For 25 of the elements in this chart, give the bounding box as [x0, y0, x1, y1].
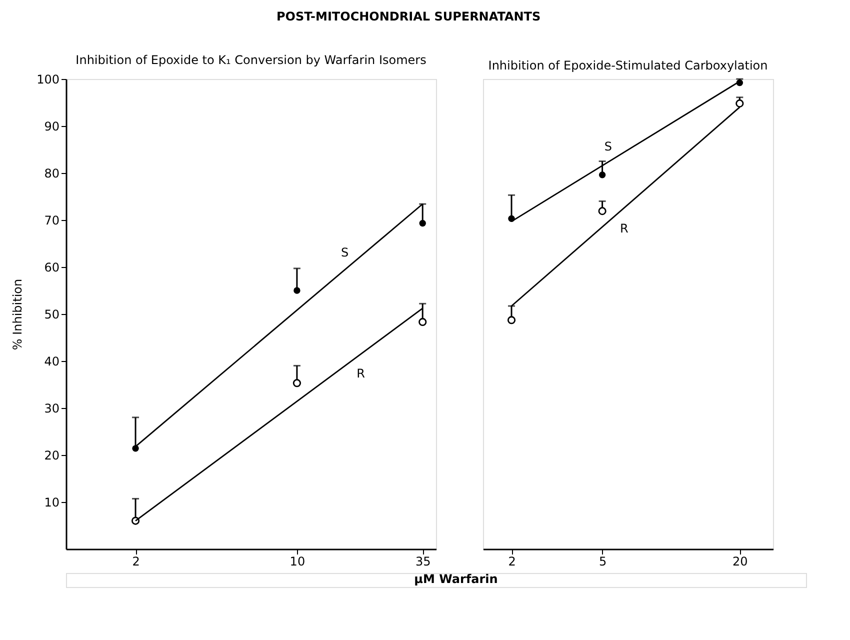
y-tick-label: 50 [44, 308, 60, 322]
series-label: R [620, 222, 628, 236]
x-axis-title: µM Warfarin [414, 572, 498, 586]
y-tick-label: 60 [44, 260, 60, 274]
x-tick-label: 2 [132, 554, 140, 568]
y-tick-label: 100 [36, 72, 60, 86]
chart-subtitle: Inhibition of Epoxide to K₁ Conversion by Warfarin Isomers [76, 53, 426, 67]
y-tick-label: 80 [44, 166, 60, 180]
y-tick-label: 70 [44, 214, 60, 228]
series-label: S [604, 139, 612, 154]
series-label: R [356, 366, 366, 380]
x-tick-label: 10 [290, 554, 306, 568]
y-tick-label: 90 [44, 120, 60, 134]
y-tick-label: 40 [44, 354, 60, 368]
y-tick-label: 10 [44, 496, 60, 510]
y-tick-label: 30 [44, 402, 60, 416]
chart-title: POST-MITOCHONDRIAL SUPERNATANTS [276, 10, 541, 24]
y-tick-label: 20 [44, 448, 60, 462]
y-axis-title: % Inhibition [10, 278, 25, 350]
x-tick-label: 2 [508, 554, 516, 568]
x-tick-label: 35 [415, 554, 431, 568]
x-tick-label: 5 [598, 554, 607, 568]
chart-subtitle: Inhibition of Epoxide-Stimulated Carboxylation [488, 58, 768, 72]
x-tick-label: 20 [732, 554, 748, 568]
series-label: S [341, 246, 349, 260]
